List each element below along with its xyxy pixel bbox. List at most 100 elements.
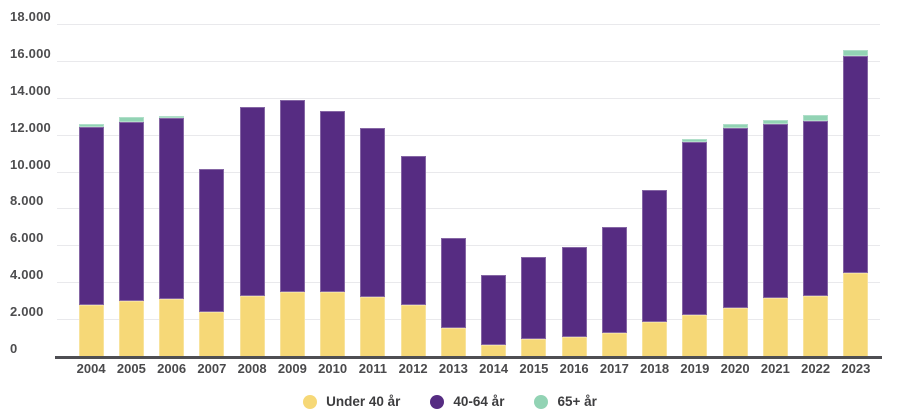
bar-segment-2023-40-64-år[interactable] [843,56,869,274]
gridline-8.000 [57,208,880,210]
legend-item-40-64-år[interactable]: 40-64 år [430,394,504,409]
bar-segment-2008-40-64-år[interactable] [239,107,265,297]
bar-segment-2011-40-64-år[interactable] [360,128,386,298]
bar-segment-2012-under-40-år[interactable] [400,305,426,357]
bar-segment-2019-under-40-år[interactable] [682,314,708,357]
bar-segment-2012-40-64-år[interactable] [400,155,426,306]
bar-2008[interactable] [239,107,265,357]
bar-segment-2009-40-64-år[interactable] [279,99,305,292]
bar-segment-2004-under-40-år[interactable] [78,305,104,357]
x-tick-label-2009: 2009 [277,361,307,376]
y-tick-label: 2.000 [10,304,44,320]
legend-label: Under 40 år [326,394,401,409]
bar-segment-2014-40-64-år[interactable] [481,274,507,346]
legend-label: 40-64 år [453,394,505,409]
bar-2011[interactable] [360,128,386,357]
legend-swatch-icon [534,394,549,409]
bar-2004[interactable] [78,123,104,357]
bar-segment-2010-40-64-år[interactable] [320,110,346,293]
bar-segment-2010-under-40-år[interactable] [320,292,346,357]
bar-segment-2023-under-40-år[interactable] [843,273,869,357]
bar-2010[interactable] [320,110,346,357]
x-tick-label-2017: 2017 [599,361,629,376]
bar-2023[interactable] [843,49,869,357]
bar-segment-2007-under-40-år[interactable] [199,311,225,357]
bar-segment-2008-under-40-år[interactable] [239,296,265,357]
y-tick-label: 0 [10,341,18,356]
bar-segment-2005-40-64-år[interactable] [118,121,144,301]
plot-area [55,11,882,359]
x-tick-label-2015: 2015 [519,361,549,376]
bar-segment-2022-under-40-år[interactable] [803,296,829,357]
x-tick-label-2006: 2006 [157,361,187,376]
bar-segment-2015-under-40-år[interactable] [521,338,547,357]
bar-segment-2022-65+-år[interactable] [803,115,829,121]
bar-segment-2014-under-40-år[interactable] [481,345,507,357]
bar-segment-2019-65+-år[interactable] [682,139,708,143]
bar-segment-2022-40-64-år[interactable] [803,120,829,297]
x-tick-label-2021: 2021 [760,361,790,376]
bar-segment-2013-under-40-år[interactable] [440,327,466,357]
bar-segment-2020-65+-år[interactable] [722,123,748,129]
bar-segment-2023-65+-år[interactable] [843,49,869,57]
bar-segment-2021-under-40-år[interactable] [762,297,788,357]
gridline-16.000 [57,60,880,62]
x-tick-label-2022: 2022 [801,361,831,376]
bar-segment-2006-40-64-år[interactable] [159,118,185,299]
bar-segment-2017-40-64-år[interactable] [601,226,627,334]
legend: Under 40 år 40-64 år 65+ år [0,394,900,409]
bar-2009[interactable] [279,99,305,357]
y-tick-label: 12.000 [10,119,51,135]
y-tick-label: 6.000 [10,230,44,246]
bar-2005[interactable] [118,117,144,357]
bar-segment-2006-under-40-år[interactable] [159,298,185,357]
bar-2006[interactable] [159,116,185,357]
bar-2012[interactable] [400,155,426,357]
bar-segment-2021-65+-år[interactable] [762,120,788,124]
gridline-14.000 [57,97,880,99]
x-tick-label-2007: 2007 [197,361,227,376]
bar-2016[interactable] [561,247,587,357]
bar-segment-2005-under-40-år[interactable] [118,300,144,357]
x-tick-label-2013: 2013 [438,361,468,376]
bar-segment-2017-under-40-år[interactable] [601,333,627,357]
bar-segment-2009-under-40-år[interactable] [279,291,305,357]
bar-segment-2021-40-64-år[interactable] [762,123,788,298]
x-tick-label-2005: 2005 [116,361,146,376]
gridline-6.000 [57,245,880,247]
x-tick-label-2010: 2010 [318,361,348,376]
bar-2022[interactable] [803,115,829,357]
bar-2020[interactable] [722,123,748,357]
bar-2021[interactable] [762,120,788,357]
bar-segment-2006-65+-år[interactable] [159,116,185,119]
bar-segment-2011-under-40-år[interactable] [360,297,386,357]
bar-2013[interactable] [440,238,466,357]
bar-segment-2020-under-40-år[interactable] [722,308,748,357]
bar-2014[interactable] [481,274,507,357]
bar-2007[interactable] [199,168,225,357]
x-tick-label-2018: 2018 [640,361,670,376]
bar-segment-2007-40-64-år[interactable] [199,168,225,312]
bar-segment-2019-40-64-år[interactable] [682,142,708,315]
bar-segment-2016-under-40-år[interactable] [561,336,587,357]
bar-segment-2020-40-64-år[interactable] [722,128,748,309]
bar-2019[interactable] [682,139,708,357]
bar-2017[interactable] [601,226,627,357]
legend-label: 65+ år [557,394,597,409]
legend-item-65+-år[interactable]: 65+ år [534,394,597,409]
gridline-4.000 [57,282,880,284]
bar-2018[interactable] [642,190,668,357]
x-tick-label-2014: 2014 [479,361,509,376]
bar-segment-2015-40-64-år[interactable] [521,257,547,339]
bar-segment-2004-65+-år[interactable] [78,123,104,128]
bar-segment-2004-40-64-år[interactable] [78,127,104,306]
x-tick-label-2020: 2020 [720,361,750,376]
bar-segment-2005-65+-år[interactable] [118,117,144,122]
bar-segment-2013-40-64-år[interactable] [440,238,466,328]
bar-segment-2016-40-64-år[interactable] [561,247,587,337]
bar-segment-2018-under-40-år[interactable] [642,321,668,357]
bar-segment-2018-40-64-år[interactable] [642,190,668,322]
legend-item-under-40-år[interactable]: Under 40 år [303,394,400,409]
bar-2015[interactable] [521,257,547,357]
